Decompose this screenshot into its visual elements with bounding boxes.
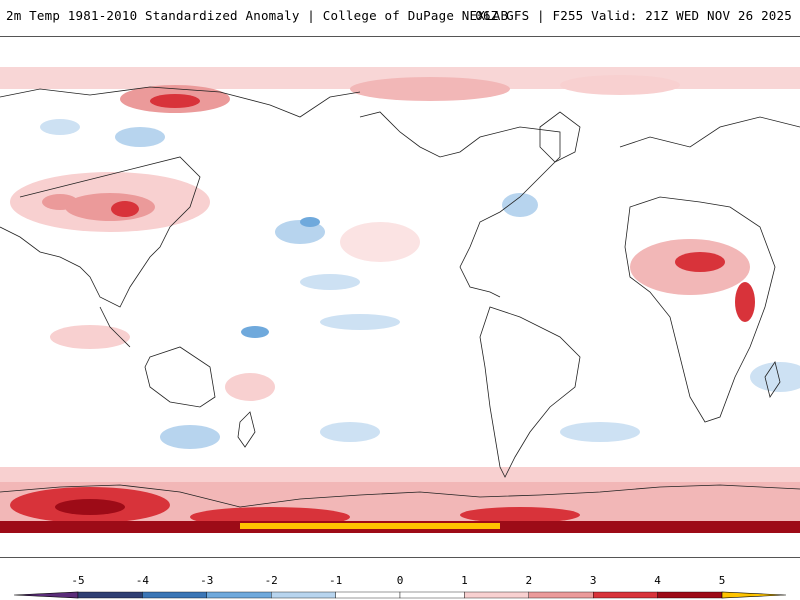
colorbar-tick-label: 4 bbox=[654, 574, 661, 587]
colorbar-high-extension bbox=[721, 591, 787, 599]
map-title: 2m Temp 1981-2010 Standardized Anomaly |… bbox=[6, 8, 509, 23]
colorbar-tick-label: -5 bbox=[71, 574, 84, 587]
colorbar-tick-label: 5 bbox=[719, 574, 726, 587]
colorbar-bin bbox=[335, 591, 401, 599]
anomaly-shading bbox=[0, 67, 800, 557]
colorbar-tick-label: -1 bbox=[329, 574, 342, 587]
anomaly-map bbox=[0, 36, 800, 558]
colorbar-bin bbox=[593, 591, 658, 599]
model-run-valid-time: 06Z GFS | F255 Valid: 21Z WED NOV 26 202… bbox=[475, 8, 792, 23]
colorbar-tick-label: 3 bbox=[590, 574, 597, 587]
colorbar-bin bbox=[464, 591, 529, 599]
colorbar-bin bbox=[399, 591, 465, 599]
anomaly-map-canvas bbox=[0, 67, 800, 557]
colorbar-tick-label: -2 bbox=[265, 574, 278, 587]
colorbar-bin bbox=[206, 591, 272, 599]
colorbar-bin bbox=[528, 591, 594, 599]
colorbar-bin bbox=[271, 591, 336, 599]
colorbar-tick-label: -3 bbox=[200, 574, 213, 587]
colorbar-tick-label: 2 bbox=[525, 574, 532, 587]
colorbar-canvas: -5 -4 -3 -2 -1 0 1 2 3 4 5 bbox=[13, 574, 787, 599]
colorbar-legend: -5 -4 -3 -2 -1 0 1 2 3 4 5 bbox=[0, 560, 800, 600]
colorbar-low-extension bbox=[13, 591, 79, 599]
coastlines bbox=[0, 86, 800, 508]
colorbar-tick-label: 1 bbox=[461, 574, 468, 587]
colorbar-tick-label: 0 bbox=[397, 574, 404, 587]
colorbar-bin bbox=[657, 591, 723, 599]
colorbar-bin bbox=[142, 591, 207, 599]
header: 2m Temp 1981-2010 Standardized Anomaly |… bbox=[0, 0, 800, 36]
colorbar-tick-label: -4 bbox=[136, 574, 150, 587]
colorbar-bin bbox=[77, 591, 143, 599]
